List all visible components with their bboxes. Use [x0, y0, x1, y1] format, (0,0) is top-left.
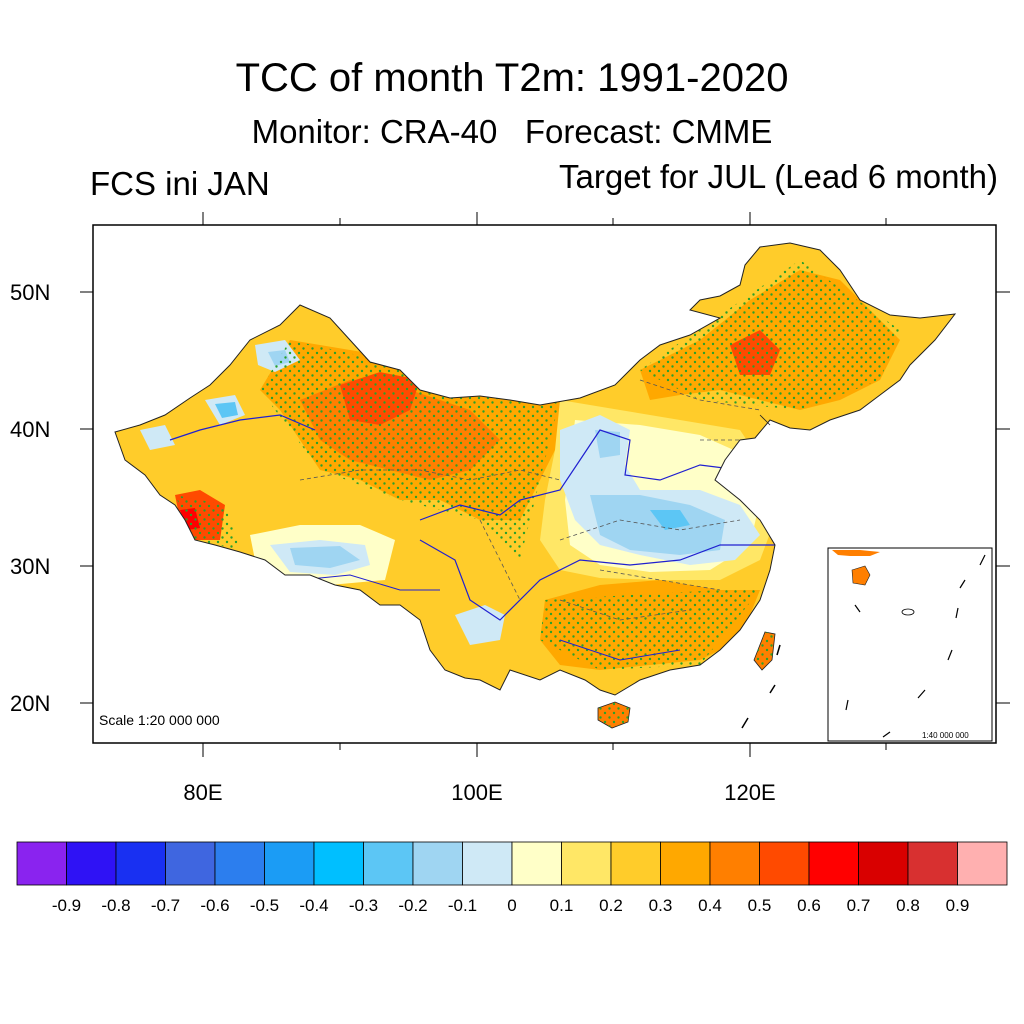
lon-label-100e: 100E: [451, 780, 503, 805]
colorbar-tick-label: 0.1: [549, 896, 574, 915]
contour-tibet-negative-mid: [290, 546, 360, 568]
lat-label-20n: 20N: [10, 691, 51, 716]
colorbar-tick-label: 0.4: [698, 896, 722, 915]
colorbar-tick-label: 0.2: [599, 896, 623, 915]
colorbar-tick-label: 0.5: [747, 896, 772, 915]
colorbar-tick-label: -0.2: [398, 896, 428, 915]
colorbar-bin: [957, 841, 1008, 886]
colorbar-tick-label: 0.9: [945, 896, 970, 915]
contour-east-negative-mid: [590, 495, 725, 555]
colorbar-bin: [264, 841, 315, 886]
inset-hainan: [851, 565, 871, 586]
hainan-stipple: [598, 702, 630, 728]
colorbar-tick-label: -0.4: [299, 896, 329, 915]
lat-label-50n: 50N: [10, 280, 51, 305]
river-yangtze: [419, 539, 775, 621]
colorbar-tick-label: 0.7: [846, 896, 871, 915]
lon-label-80e: 80E: [183, 780, 223, 805]
colorbar-bin: [511, 841, 562, 886]
coast-fragment: [759, 414, 771, 426]
forecast-init-label: FCS ini JAN: [90, 165, 270, 202]
lat-label-40n: 40N: [10, 417, 51, 442]
significance-stipple-far-west: [175, 495, 240, 550]
colorbar: [16, 841, 1008, 886]
inset-scale-label: 1:40 000 000: [922, 731, 969, 740]
inset-coast: [832, 550, 880, 556]
colorbar-tick-label: -0.5: [249, 896, 280, 915]
colorbar-bin: [313, 841, 364, 886]
colorbar-bin: [363, 841, 414, 886]
colorbar-tick-label: -0.1: [447, 896, 478, 915]
province-boundaries: [299, 379, 761, 621]
plot-title: TCC of month T2m: 1991-2020: [235, 56, 789, 100]
colorbar-bin: [709, 841, 760, 886]
colorbar-bin: [858, 841, 909, 886]
lat-label-30n: 30N: [10, 554, 51, 579]
target-label: Target for JUL (Lead 6 month): [559, 158, 998, 195]
colorbar-tick-label: 0.3: [648, 896, 673, 915]
colorbar-bin: [66, 841, 117, 886]
colorbar-bin: [660, 841, 711, 886]
colorbar-tick-label: -0.8: [101, 896, 131, 915]
colorbar-tick-label: 0: [507, 896, 517, 915]
river-tarim: [169, 414, 316, 441]
colorbar-tick-label: -0.3: [348, 896, 379, 915]
significance-stipple-south: [540, 590, 760, 670]
contour-north-negative: [595, 430, 620, 458]
colorbar-bin: [907, 841, 958, 886]
inset-reef: [901, 608, 915, 616]
colorbar-tick-label: -0.7: [150, 896, 181, 915]
main-scale-label: Scale 1:20 000 000: [99, 712, 220, 728]
significance-stipple-northeast: [640, 260, 900, 410]
lon-label-120e: 120E: [724, 780, 776, 805]
china-outline: [114, 242, 957, 696]
colorbar-bin: [16, 841, 67, 886]
colorbar-tick-label: 0.8: [896, 896, 920, 915]
colorbar-bin: [165, 841, 216, 886]
colorbar-tick-label: -0.9: [51, 896, 82, 915]
contour-xinjiang-negative-core: [215, 402, 238, 418]
colorbar-tick-label: -0.6: [200, 896, 230, 915]
axis-ticks: [80, 212, 1010, 757]
colorbar-bin: [214, 841, 265, 886]
colorbar-bin: [115, 841, 166, 886]
colorbar-bin: [412, 841, 463, 886]
taiwan-stipple: [754, 632, 775, 670]
colorbar-bin: [759, 841, 810, 886]
monitor-label: Monitor: CRA-40: [251, 113, 498, 150]
colorbar-bin: [610, 841, 661, 886]
river-yellow: [419, 429, 741, 521]
colorbar-bin: [808, 841, 859, 886]
contour-east-negative-core: [650, 510, 690, 530]
river-pearl: [559, 639, 681, 661]
forecast-label: Forecast: CMME: [524, 113, 773, 150]
inset-dashes: [845, 554, 986, 738]
south-sea-dashes: [741, 644, 781, 729]
colorbar-bin: [561, 841, 612, 886]
plot-subtitle: Monitor: CRA-40 Forecast: CMME: [0, 113, 1024, 151]
contour-far-west-negative: [140, 425, 175, 450]
colorbar-bin: [462, 841, 513, 886]
colorbar-tick-label: 0.6: [797, 896, 821, 915]
